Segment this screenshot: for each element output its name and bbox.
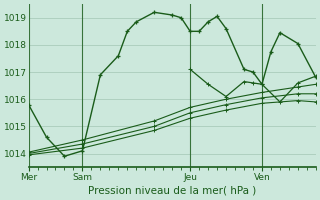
X-axis label: Pression niveau de la mer( hPa ): Pression niveau de la mer( hPa ) xyxy=(88,186,256,196)
